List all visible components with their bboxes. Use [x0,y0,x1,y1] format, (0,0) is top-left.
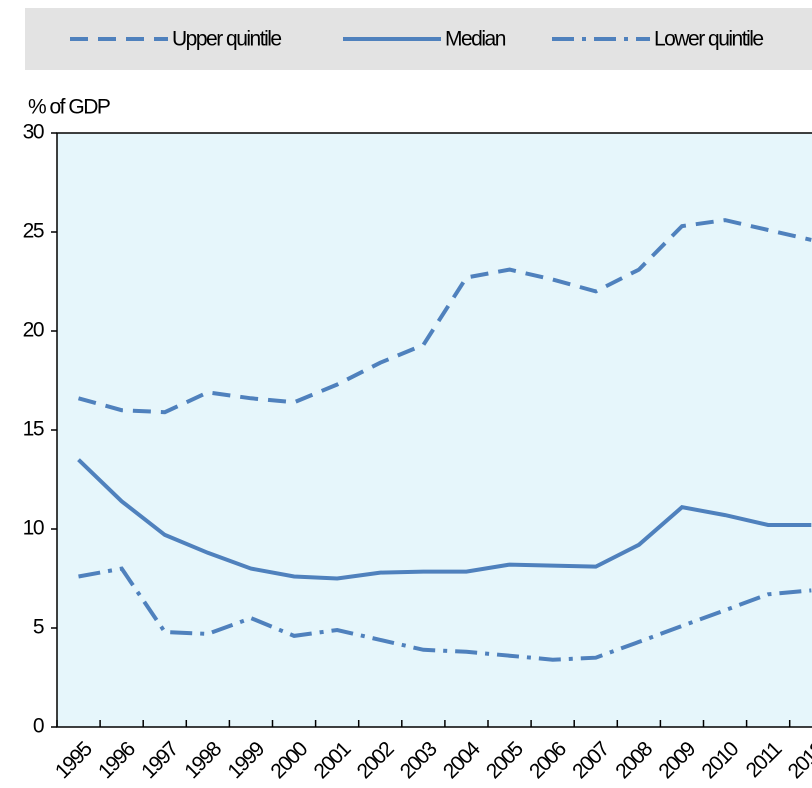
x-tick-label: 2009 [654,738,700,784]
y-tick-label: 10 [23,517,44,540]
series-line [78,566,812,662]
x-tick-label: 2012 [784,738,812,784]
x-tick-label: 2005 [482,738,528,784]
x-tick-label: 2001 [310,738,356,784]
x-tick-label: 2002 [353,738,399,784]
legend-label: Upper quintile [172,28,281,51]
series-line [77,458,812,581]
x-tick-label: 1996 [94,738,140,784]
x-tick-label: 2003 [396,738,442,784]
x-tick-label: 1998 [180,738,226,784]
x-tick-label: 2000 [266,738,312,784]
y-tick-label: 15 [23,418,44,441]
y-tick-label: 5 [33,616,44,639]
x-tick-label: 2011 [742,738,787,783]
y-tick-label: 20 [23,319,44,342]
plot-area [56,132,812,728]
y-tick-label: 0 [33,715,44,738]
x-tick-label: 2007 [568,738,614,784]
y-tick-label: 25 [23,220,44,243]
x-tick-label: 2006 [525,738,571,784]
series-line [77,218,812,415]
x-tick-label: 1997 [137,738,183,784]
y-tick-label: 30 [23,121,44,144]
legend-label: Median [445,28,506,51]
x-tick-label: 2004 [439,737,485,783]
x-tick-label: 1999 [223,738,269,784]
x-tick-label: 2008 [611,738,657,784]
x-tick-label: 1995 [51,738,97,784]
y-axis-label: % of GDP [28,96,110,119]
x-tick-label: 2010 [697,738,743,784]
legend-label: Lower quintile [654,28,763,51]
